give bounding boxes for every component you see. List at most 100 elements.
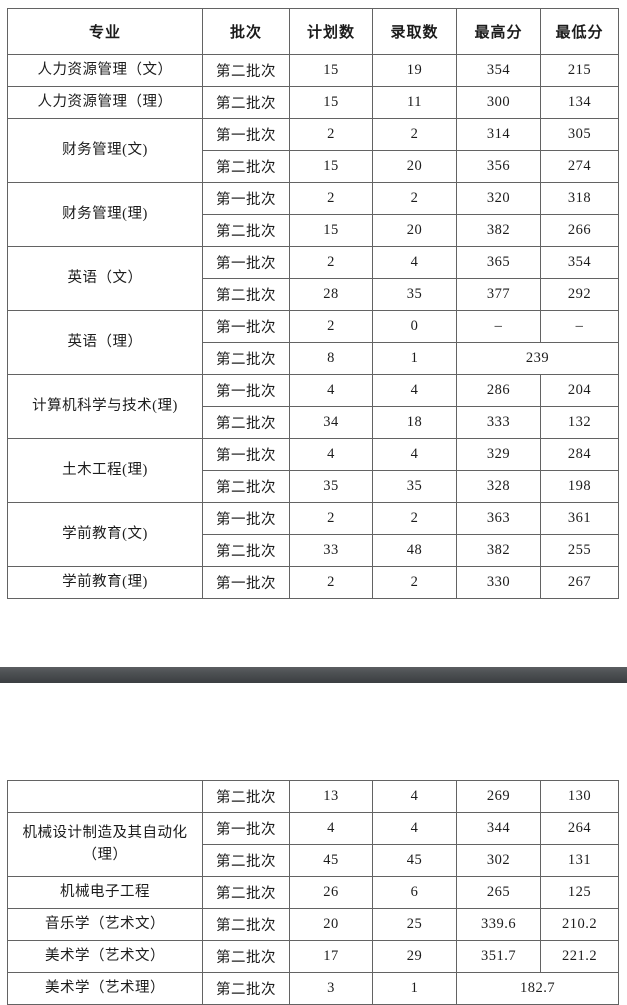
- table-row: 第二批次 15 20 382 266: [8, 214, 619, 247]
- cell-lowest-score: 125: [540, 876, 619, 909]
- cell-lowest-score: 264: [540, 812, 619, 845]
- cell-plan-count: 34: [289, 406, 373, 439]
- cell-highest-score: 328: [456, 470, 541, 503]
- cell-highest-score: 265: [456, 876, 541, 909]
- cell-major: 美术学（艺术理）: [7, 972, 203, 1005]
- cell-batch: 第二批次: [202, 150, 290, 183]
- cell-admitted-count: 1: [372, 342, 457, 375]
- table-row: 机械设计制造及其自动化（理） 第一批次 4 4 344 264: [7, 812, 619, 877]
- cell-batch: 第二批次: [202, 54, 290, 87]
- cell-lowest-score: 130: [540, 780, 619, 813]
- cell-batch: 第二批次: [202, 470, 290, 503]
- cell-admitted-count: 35: [372, 278, 457, 311]
- cell-admitted-count: 18: [372, 406, 457, 439]
- cell-merged-score: 182.7: [456, 972, 619, 1005]
- cell-batch: 第二批次: [202, 278, 290, 311]
- table-body: 人力资源管理（文） 第二批次 15 19 354 215 人力资源管理（理） 第二批次 15 11…: [7, 54, 619, 599]
- cell-lowest-score: 292: [540, 278, 619, 311]
- cell-admitted-count: 20: [372, 150, 457, 183]
- cell-lowest-score: 210.2: [540, 908, 619, 941]
- page-separator-bar: [0, 667, 627, 683]
- cell-major: 财务管理(文): [7, 118, 203, 183]
- cell-highest-score: 329: [456, 438, 541, 471]
- table-row: 第二批次 13 4 269 130: [7, 780, 619, 813]
- cell-batch: 第一批次: [202, 182, 290, 215]
- cell-admitted-count: 11: [372, 86, 457, 119]
- table-row: 第二批次 33 48 382 255: [8, 534, 619, 567]
- cell-plan-count: 4: [289, 374, 373, 407]
- cell-lowest-score: 131: [540, 844, 619, 877]
- cell-plan-count: 2: [289, 310, 373, 343]
- cell-highest-score: 269: [456, 780, 541, 813]
- cell-lowest-score: –: [540, 310, 619, 343]
- cell-highest-score: 377: [456, 278, 541, 311]
- cell-admitted-count: 29: [372, 940, 457, 973]
- cell-batch: 第二批次: [202, 534, 290, 567]
- cell-admitted-count: 4: [372, 438, 457, 471]
- cell-admitted-count: 35: [372, 470, 457, 503]
- cell-batch: 第一批次: [202, 438, 290, 471]
- cell-lowest-score: 255: [540, 534, 619, 567]
- table-row: 学前教育(理) 第一批次 2 2 330 267: [7, 566, 619, 599]
- cell-batch: 第二批次: [202, 844, 290, 877]
- cell-highest-score: 300: [456, 86, 541, 119]
- cell-highest-score: 363: [456, 502, 541, 535]
- cell-major: 美术学（艺术文）: [7, 940, 203, 973]
- cell-lowest-score: 215: [540, 54, 619, 87]
- cell-admitted-count: 0: [372, 310, 457, 343]
- cell-plan-count: 15: [289, 150, 373, 183]
- cell-lowest-score: 267: [540, 566, 619, 599]
- cell-admitted-count: 4: [372, 812, 457, 845]
- cell-admitted-count: 20: [372, 214, 457, 247]
- table-row: 美术学（艺术理） 第二批次 3 1 182.7: [7, 972, 619, 1005]
- cell-highest-score: 302: [456, 844, 541, 877]
- cell-batch: 第二批次: [202, 972, 290, 1005]
- cell-batch: 第一批次: [202, 566, 290, 599]
- cell-admitted-count: 6: [372, 876, 457, 909]
- cell-highest-score: 314: [456, 118, 541, 151]
- cell-admitted-count: 2: [372, 118, 457, 151]
- cell-major: 财务管理(理): [7, 182, 203, 247]
- cell-plan-count: 17: [289, 940, 373, 973]
- cell-plan-count: 4: [289, 438, 373, 471]
- cell-plan-count: 15: [289, 86, 373, 119]
- cell-highest-score: –: [456, 310, 541, 343]
- cell-major: 人力资源管理（理）: [7, 86, 203, 119]
- table-row: 第二批次 15 20 356 274: [8, 150, 619, 183]
- table-row: 英语（文） 第一批次 2 4 365 354: [7, 246, 619, 311]
- cell-batch: 第二批次: [202, 940, 290, 973]
- cell-batch: 第二批次: [202, 86, 290, 119]
- table-row: 人力资源管理（文） 第二批次 15 19 354 215: [7, 54, 619, 87]
- cell-highest-score: 344: [456, 812, 541, 845]
- cell-lowest-score: 318: [540, 182, 619, 215]
- cell-plan-count: 33: [289, 534, 373, 567]
- cell-plan-count: 4: [289, 812, 373, 845]
- cell-admitted-count: 25: [372, 908, 457, 941]
- cell-highest-score: 354: [456, 54, 541, 87]
- cell-batch: 第一批次: [202, 374, 290, 407]
- cell-plan-count: 26: [289, 876, 373, 909]
- cell-plan-count: 35: [289, 470, 373, 503]
- cell-lowest-score: 266: [540, 214, 619, 247]
- cell-major: 机械设计制造及其自动化（理）: [7, 812, 203, 877]
- cell-major: 英语（理）: [7, 310, 203, 375]
- cell-major: 学前教育(理): [7, 566, 203, 599]
- cell-plan-count: 3: [289, 972, 373, 1005]
- table-row: 音乐学（艺术文） 第二批次 20 25 339.6 210.2: [7, 908, 619, 941]
- table-row: 第二批次 8 1 239: [8, 342, 619, 375]
- cell-plan-count: 15: [289, 54, 373, 87]
- column-header-low: 最低分: [540, 8, 619, 55]
- cell-admitted-count: 48: [372, 534, 457, 567]
- cell-admitted-count: 2: [372, 182, 457, 215]
- cell-major: 人力资源管理（文）: [7, 54, 203, 87]
- table-row: 学前教育(文) 第一批次 2 2 363 361: [7, 502, 619, 567]
- table-row: 第二批次 28 35 377 292: [8, 278, 619, 311]
- table-row: 土木工程(理) 第一批次 4 4 329 284: [7, 438, 619, 503]
- table-row: 美术学（艺术文） 第二批次 17 29 351.7 221.2: [7, 940, 619, 973]
- cell-plan-count: 20: [289, 908, 373, 941]
- cell-highest-score: 339.6: [456, 908, 541, 941]
- cell-batch: 第二批次: [202, 908, 290, 941]
- cell-batch: 第二批次: [202, 406, 290, 439]
- score-table-1-container: 专业 批次 计划数 录取数 最高分 最低分 人力资源管理（文） 第二批次 15 19 3…: [7, 8, 619, 599]
- cell-major: 土木工程(理): [7, 438, 203, 503]
